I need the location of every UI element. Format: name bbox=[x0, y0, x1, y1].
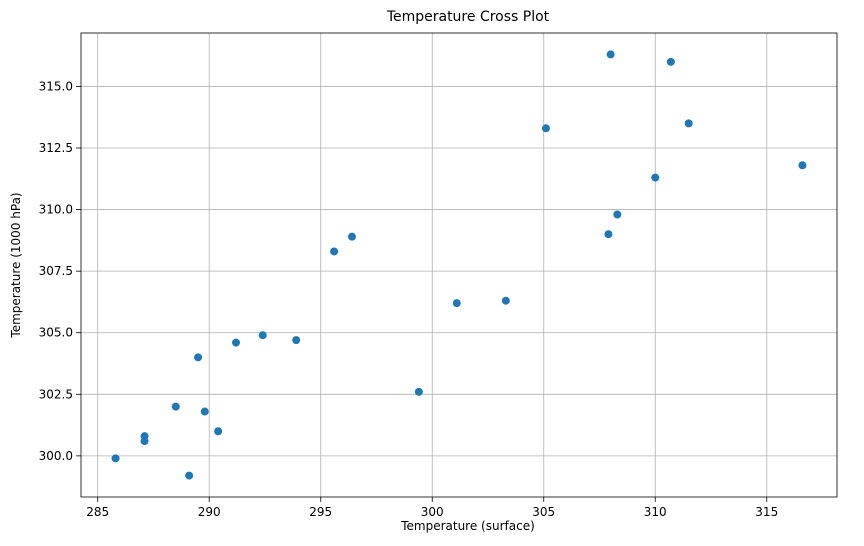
data-point bbox=[194, 353, 203, 362]
data-point bbox=[200, 407, 209, 416]
data-point bbox=[292, 336, 301, 345]
y-tick-label: 312.5 bbox=[39, 141, 73, 155]
y-tick-label: 300.0 bbox=[39, 449, 73, 463]
x-axis-ticks: 285 290 295 300 305 310 315 bbox=[86, 497, 778, 519]
x-tick-label: 300 bbox=[421, 505, 444, 519]
data-point bbox=[140, 437, 149, 446]
data-point bbox=[258, 331, 267, 340]
data-point bbox=[606, 50, 615, 59]
x-tick-label: 295 bbox=[309, 505, 332, 519]
y-tick-label: 315.0 bbox=[39, 79, 73, 93]
data-point bbox=[185, 471, 194, 480]
data-point bbox=[171, 402, 180, 411]
data-point bbox=[798, 161, 807, 170]
plot-frame bbox=[80, 32, 838, 498]
data-point bbox=[231, 338, 240, 347]
x-axis-label: Temperature (surface) bbox=[400, 519, 535, 533]
data-point bbox=[452, 299, 461, 308]
data-point bbox=[541, 124, 550, 133]
y-tick-label: 310.0 bbox=[39, 203, 73, 217]
data-point bbox=[613, 210, 622, 219]
y-tick-label: 307.5 bbox=[39, 264, 73, 278]
data-point bbox=[111, 454, 120, 463]
data-point bbox=[330, 247, 339, 256]
y-tick-label: 302.5 bbox=[39, 387, 73, 401]
data-point bbox=[214, 427, 223, 436]
grid-lines bbox=[81, 33, 837, 497]
data-points bbox=[111, 50, 807, 480]
y-axis-label: Temperature (1000 hPa) bbox=[9, 192, 23, 338]
x-tick-label: 315 bbox=[755, 505, 778, 519]
data-point bbox=[684, 119, 693, 128]
x-tick-label: 305 bbox=[532, 505, 555, 519]
data-point bbox=[651, 173, 660, 182]
data-point bbox=[501, 296, 510, 305]
x-tick-label: 290 bbox=[198, 505, 221, 519]
data-point bbox=[666, 57, 675, 66]
chart-title: Temperature Cross Plot bbox=[386, 9, 550, 25]
y-tick-label: 305.0 bbox=[39, 326, 73, 340]
y-axis-ticks: 300.0 302.5 305.0 307.5 310.0 312.5 315.0 bbox=[39, 79, 81, 463]
data-point bbox=[414, 387, 423, 396]
x-tick-label: 285 bbox=[86, 505, 109, 519]
x-tick-label: 310 bbox=[644, 505, 667, 519]
data-point bbox=[347, 232, 356, 241]
data-point bbox=[604, 230, 613, 239]
